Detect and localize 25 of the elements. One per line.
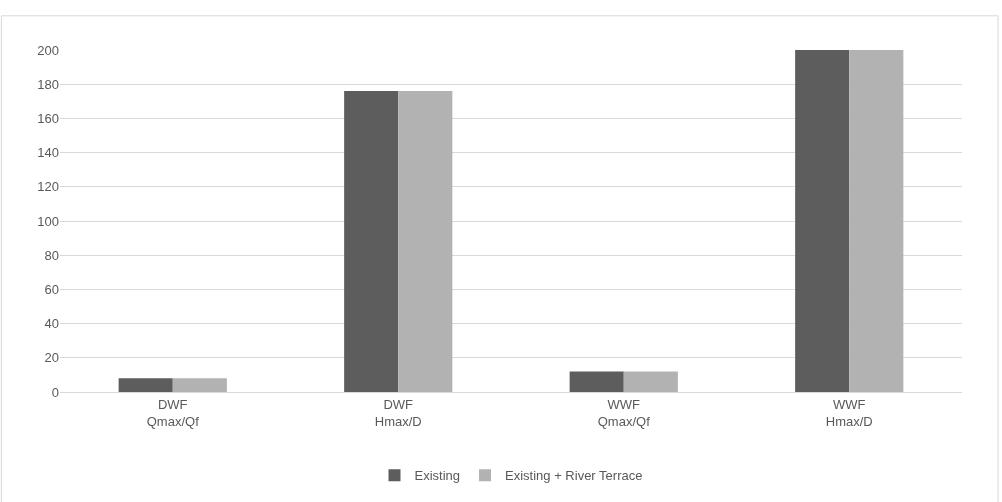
bar xyxy=(795,50,850,392)
y-tick-label: 120 xyxy=(37,179,59,195)
legend-label: Existing xyxy=(414,468,461,484)
y-tick-label: 60 xyxy=(44,281,59,297)
bar xyxy=(569,371,624,392)
y-tick-label: 200 xyxy=(37,42,59,58)
y-tick-label: 180 xyxy=(37,76,59,92)
x-tick-label: WWF Qmax/Qf xyxy=(597,396,651,429)
bar xyxy=(344,91,399,392)
y-tick-label: 40 xyxy=(44,316,59,332)
bar xyxy=(118,378,173,392)
x-tick-label: DWF Qmax/Qf xyxy=(146,396,200,429)
y-tick-label: 80 xyxy=(44,247,59,263)
bar xyxy=(398,91,453,392)
y-tick-label: 20 xyxy=(44,350,59,366)
y-tick-label: 100 xyxy=(37,213,59,229)
bar xyxy=(849,50,904,392)
y-tick-label: 160 xyxy=(37,110,59,126)
legend-label: Existing + River Terrace xyxy=(505,468,643,484)
y-tick-label: 0 xyxy=(51,384,59,400)
bar xyxy=(172,378,227,392)
y-tick-label: 140 xyxy=(37,145,59,161)
bar xyxy=(623,371,678,392)
x-tick-label: WWF Hmax/D xyxy=(825,396,873,429)
x-tick-label: DWF Hmax/D xyxy=(374,396,422,429)
